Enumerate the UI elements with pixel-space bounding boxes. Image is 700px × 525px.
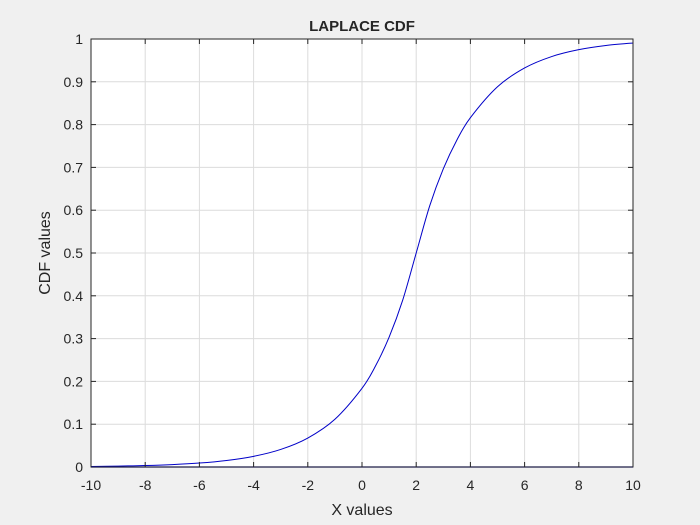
y-tick-label: 0.9 [64,74,84,90]
y-tick-label: 0.3 [64,331,84,347]
x-tick-label: 0 [358,477,366,493]
x-tick-label: 8 [575,477,583,493]
x-tick-label: -4 [247,477,260,493]
x-tick-label: 2 [412,477,420,493]
x-tick-label: 10 [625,477,641,493]
chart-title: LAPLACE CDF [309,18,415,35]
x-tick-label: 4 [467,477,475,493]
y-tick-label: 0.6 [64,202,84,218]
y-tick-label: 0.8 [64,117,84,133]
x-tick-label: -8 [139,477,152,493]
x-tick-label: 6 [521,477,529,493]
x-tick-label: -10 [81,477,101,493]
x-tick-label: -2 [302,477,315,493]
y-tick-label: 0.7 [64,159,84,175]
x-tick-label: -6 [193,477,206,493]
y-tick-label: 0.5 [64,245,84,261]
y-tick-label: 0.2 [64,373,84,389]
y-tick-label: 0 [75,459,83,475]
y-tick-label: 1 [75,31,83,47]
y-tick-label: 0.1 [64,416,84,432]
x-axis-label: X values [331,502,392,519]
ticks-layer: -10 -8 -6 -4 -2 0 2 4 6 8 10 0 0.1 0.2 0.3 0.4 0.5 0.6 0.7… [64,31,641,493]
y-tick-label: 0.4 [64,288,84,304]
y-axis-label: CDF values [37,211,54,295]
